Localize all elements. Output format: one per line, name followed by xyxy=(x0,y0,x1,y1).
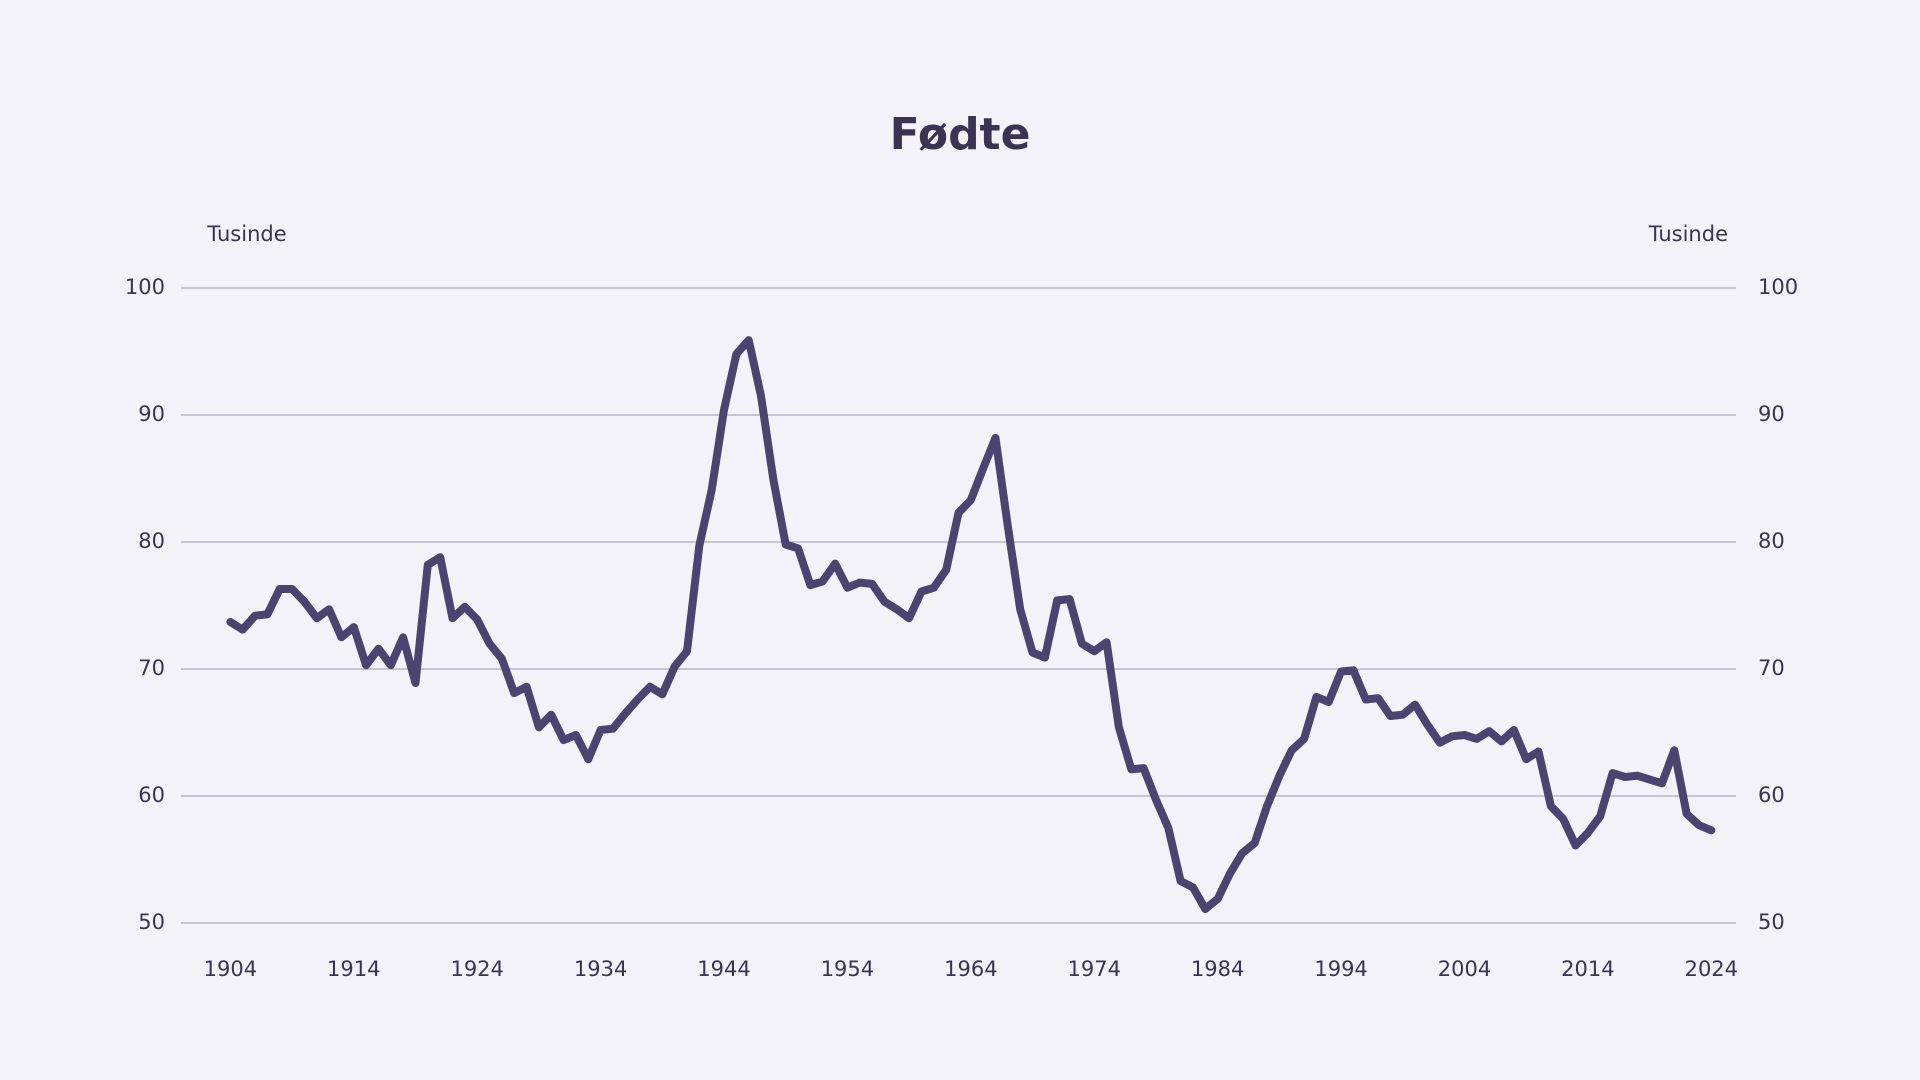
x-tick-label: 1964 xyxy=(944,957,997,981)
y2-tick-label: 70 xyxy=(1758,656,1785,680)
y-tick-label: 100 xyxy=(125,275,165,299)
x-tick-label: 2014 xyxy=(1561,957,1614,981)
y-axis-label: Tusinde xyxy=(206,222,286,246)
y2-tick-label: 90 xyxy=(1758,402,1785,426)
data-line xyxy=(226,336,1716,913)
y-tick-label: 80 xyxy=(138,529,165,553)
x-tick-label: 2004 xyxy=(1438,957,1491,981)
y2-tick-label: 50 xyxy=(1758,910,1785,934)
x-tick-label: 1974 xyxy=(1068,957,1121,981)
x-tick-label: 1984 xyxy=(1191,957,1244,981)
x-tick-label: 1944 xyxy=(697,957,750,981)
y2-axis-label: Tusinde xyxy=(1648,222,1728,246)
y-tick-label: 90 xyxy=(138,402,165,426)
x-tick-label: 1934 xyxy=(574,957,627,981)
x-tick-label: 1994 xyxy=(1314,957,1367,981)
x-tick-label: 1914 xyxy=(327,957,380,981)
x-tick-label: 1954 xyxy=(821,957,874,981)
y-tick-label: 70 xyxy=(138,656,165,680)
x-tick-label: 1904 xyxy=(204,957,257,981)
y2-tick-label: 100 xyxy=(1758,275,1798,299)
x-tick-label: 1924 xyxy=(450,957,503,981)
y2-tick-label: 60 xyxy=(1758,783,1785,807)
chart-title: Fødte xyxy=(890,109,1031,160)
y-tick-label: 50 xyxy=(138,910,165,934)
y2-tick-label: 80 xyxy=(1758,529,1785,553)
x-tick-label: 2024 xyxy=(1685,957,1738,981)
y-tick-label: 60 xyxy=(138,783,165,807)
